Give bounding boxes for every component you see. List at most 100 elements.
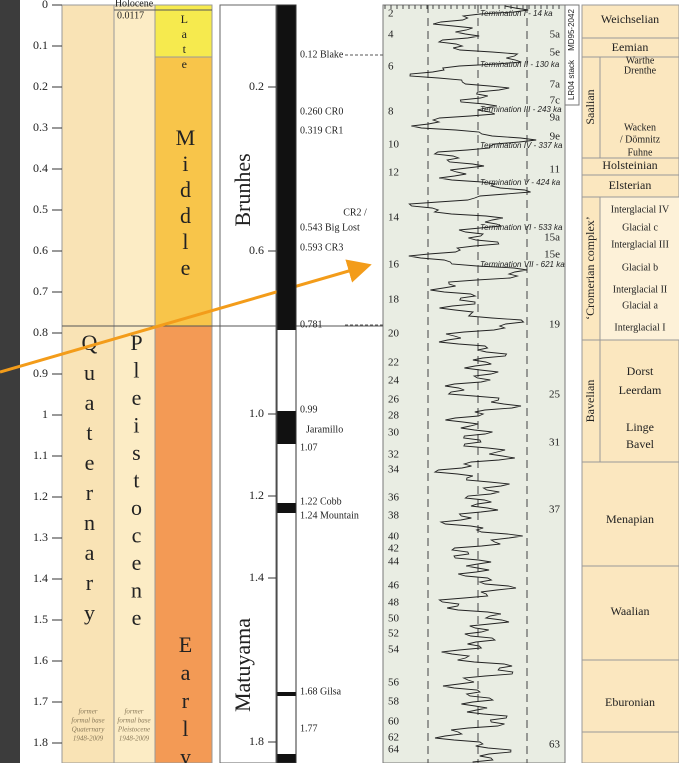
label: 0.543 Big Lost [300, 222, 360, 233]
label: 8 [388, 106, 394, 118]
label: Eemian [612, 40, 649, 54]
tick-label: 0.4 [33, 161, 48, 175]
label: formal base [117, 717, 150, 725]
label: Holsteinian [602, 158, 657, 172]
tick-label: 0.6 [33, 243, 48, 257]
tick-label: 1.5 [33, 612, 48, 626]
label: 52 [388, 628, 399, 640]
label: 7c [550, 95, 561, 107]
label: 60 [388, 716, 400, 728]
label: Pleistocene [117, 726, 150, 734]
polarity-bar [276, 4, 297, 763]
label: 48 [388, 597, 400, 609]
label: Early [173, 632, 198, 763]
label: 1.77 [300, 723, 318, 734]
tick-label: 1.7 [33, 694, 48, 708]
label: 1.2 [249, 488, 264, 502]
label: 0.0117 [117, 10, 144, 21]
label: 1.22 Cobb [300, 496, 342, 507]
label: 16 [388, 259, 400, 271]
label: 54 [388, 644, 400, 656]
tick-label: 0.9 [33, 366, 48, 380]
label: 18 [388, 294, 400, 306]
tick-label: 1.8 [33, 735, 48, 749]
label: LR04 stack [567, 59, 576, 100]
label: Bavel [626, 437, 655, 451]
stack-grid [384, 5, 560, 763]
label: 10 [388, 139, 400, 151]
label: 0.781 [300, 319, 323, 330]
label: 62 [388, 732, 399, 744]
label: 40 [388, 531, 400, 543]
label: 6 [388, 61, 394, 73]
label: 1948-2009 [119, 735, 150, 743]
label: 0.260 CR0 [300, 106, 343, 117]
label: Pleistocene [124, 330, 149, 633]
label: Wacken [624, 122, 656, 133]
label: Brunhes [230, 153, 255, 226]
tick-label: 0.2 [33, 79, 48, 93]
label: Saalian [583, 89, 597, 124]
label: Termination V - 424 ka [480, 178, 561, 187]
label: Holocene [115, 0, 154, 9]
label: Fuhne [628, 147, 654, 158]
tick-label: 1.3 [33, 530, 48, 544]
tick-label: 0.1 [33, 38, 48, 52]
label: 44 [388, 556, 400, 568]
label: 56 [388, 677, 400, 689]
label: 1.0 [249, 406, 264, 420]
label: 0.593 CR3 [300, 242, 343, 253]
label: 9e [550, 131, 561, 143]
label: Bavelian [583, 380, 597, 423]
label: 0.319 CR1 [300, 125, 343, 136]
label: Menapian [606, 512, 654, 526]
chron-column [219, 4, 277, 763]
label: Glacial c [622, 222, 658, 233]
label: 2 [388, 8, 394, 20]
label: 12 [388, 167, 399, 179]
dark-strip [0, 0, 20, 763]
label: Interglacial III [611, 239, 669, 250]
polarity-normal [277, 692, 296, 696]
label: Termination IV - 337 ka [480, 141, 563, 150]
label: 1.8 [249, 734, 264, 748]
tick-label: 1.4 [33, 571, 48, 585]
label: Jaramillo [306, 424, 343, 435]
label: Termination II - 130 ka [480, 60, 560, 69]
label: Weichselian [601, 12, 659, 26]
label: formal base [71, 717, 104, 725]
label: 30 [388, 427, 400, 439]
tick-label: 1.6 [33, 653, 48, 667]
label: Termination VII - 621 ka [480, 260, 565, 269]
label: 46 [388, 580, 400, 592]
system-column [61, 4, 115, 763]
tick-label: 1 [42, 407, 48, 421]
tick-label: 0.3 [33, 120, 48, 134]
tick-label: 0 [42, 0, 48, 11]
polarity-normal [277, 411, 296, 444]
polarity-normal [277, 503, 296, 513]
label: 0.99 [300, 404, 318, 415]
label: 7a [550, 79, 561, 91]
label: Termination VI - 533 ka [480, 223, 563, 232]
label: 24 [388, 375, 400, 387]
label: 0.2 [249, 79, 264, 93]
tick-label: 0.8 [33, 325, 48, 339]
labels: 0 0.1 0.2 0.3 0.4 0.5 0.6 0.7 0.8 0.9 1 1.1 1.2 1.3 1.… [33, 0, 670, 763]
label: Glacial b [622, 262, 658, 273]
label: 14 [388, 212, 400, 224]
label: ‘Cromerian complex’ [583, 216, 597, 320]
label: Late [177, 12, 191, 72]
stage-column [581, 4, 679, 763]
label: CR2 / [343, 207, 367, 218]
label: 1.24 Mountain [300, 510, 359, 521]
label: Dorst [627, 364, 654, 378]
label: Termination I - 14 ka [480, 9, 553, 18]
label: 19 [549, 319, 561, 331]
label: Leerdam [619, 383, 662, 397]
label: 36 [388, 492, 400, 504]
label: 26 [388, 394, 400, 406]
cromerian-box [600, 197, 679, 340]
label: Elsterian [609, 178, 652, 192]
isotope-curve [408, 5, 537, 763]
